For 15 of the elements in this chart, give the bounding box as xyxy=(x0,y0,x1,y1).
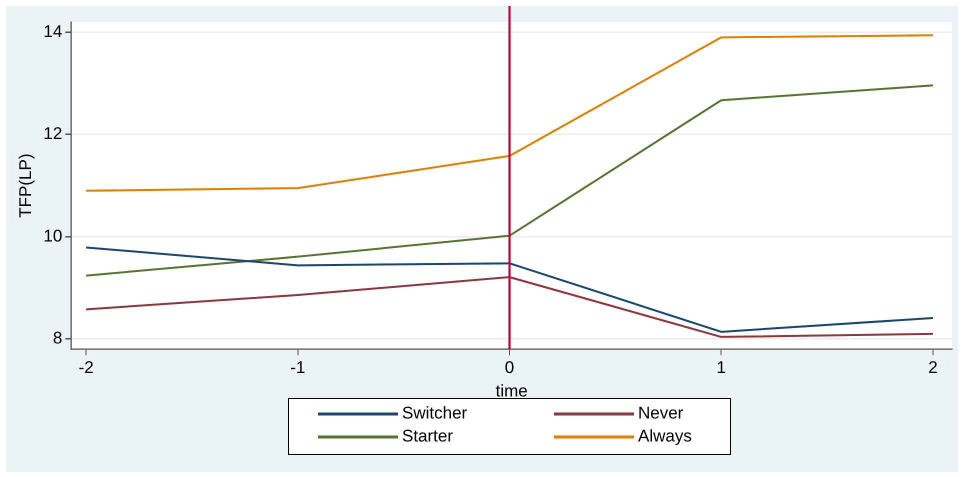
x-axis-title: time xyxy=(496,381,528,400)
x-tick-label: -1 xyxy=(290,358,306,378)
y-tick-label: 12 xyxy=(43,124,62,144)
x-tick-label: 0 xyxy=(504,358,514,378)
legend-label: Switcher xyxy=(402,404,468,423)
y-axis-title: TFP(LP) xyxy=(16,153,35,218)
legend-label: Never xyxy=(638,404,684,423)
y-tick-label: 14 xyxy=(43,22,62,41)
legend-label: Starter xyxy=(402,426,454,446)
y-tick-label: 10 xyxy=(43,226,62,246)
x-tick-label: 2 xyxy=(928,358,938,378)
x-tick-label: -2 xyxy=(78,358,94,378)
legend-label: Always xyxy=(638,426,692,446)
y-tick-label: 8 xyxy=(52,328,62,348)
x-tick-label: 1 xyxy=(716,358,726,378)
